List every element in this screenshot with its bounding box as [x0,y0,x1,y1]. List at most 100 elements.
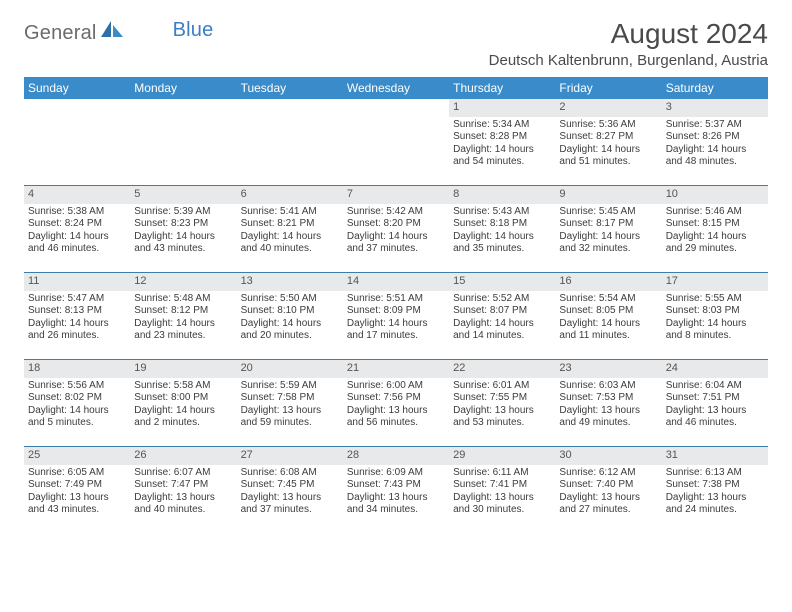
day-line: Daylight: 13 hours [453,492,551,505]
week-row: 11Sunrise: 5:47 AMSunset: 8:13 PMDayligh… [24,272,768,359]
day-body: Sunrise: 5:42 AMSunset: 8:20 PMDaylight:… [343,204,449,260]
day-line: and 46 minutes. [666,417,764,430]
day-number: 17 [662,273,768,291]
day-line: Daylight: 14 hours [241,231,339,244]
day-line: Daylight: 14 hours [28,231,126,244]
day-number: 18 [24,360,130,378]
day-line: Sunset: 8:07 PM [453,305,551,318]
day-body: Sunrise: 5:59 AMSunset: 7:58 PMDaylight:… [237,378,343,434]
calendar-page: General Blue August 2024 Deutsch Kaltenb… [0,0,792,543]
day-cell: 26Sunrise: 6:07 AMSunset: 7:47 PMDayligh… [130,447,236,533]
day-cell: 1Sunrise: 5:34 AMSunset: 8:28 PMDaylight… [449,99,555,185]
day-number: 30 [555,447,661,465]
day-cell: 16Sunrise: 5:54 AMSunset: 8:05 PMDayligh… [555,273,661,359]
day-body: Sunrise: 5:41 AMSunset: 8:21 PMDaylight:… [237,204,343,260]
day-line: Sunset: 7:47 PM [134,479,232,492]
day-number: 9 [555,186,661,204]
day-body: Sunrise: 5:38 AMSunset: 8:24 PMDaylight:… [24,204,130,260]
day-line: Sunrise: 5:59 AM [241,380,339,393]
page-header: General Blue August 2024 Deutsch Kaltenb… [24,18,768,69]
weekday-header: Saturday [662,77,768,99]
day-line: and 11 minutes. [559,330,657,343]
day-number: 21 [343,360,449,378]
day-number: 1 [449,99,555,117]
day-line: Sunrise: 5:45 AM [559,206,657,219]
day-line: Sunset: 7:38 PM [666,479,764,492]
day-line: Daylight: 14 hours [453,144,551,157]
day-line: and 56 minutes. [347,417,445,430]
day-number: 31 [662,447,768,465]
day-body: Sunrise: 6:00 AMSunset: 7:56 PMDaylight:… [343,378,449,434]
day-line: Sunset: 8:09 PM [347,305,445,318]
day-number: 24 [662,360,768,378]
calendar-grid: SundayMondayTuesdayWednesdayThursdayFrid… [24,77,768,533]
day-line: Sunrise: 6:05 AM [28,467,126,480]
day-number: 26 [130,447,236,465]
day-cell: 27Sunrise: 6:08 AMSunset: 7:45 PMDayligh… [237,447,343,533]
weekday-header: Tuesday [237,77,343,99]
day-line: Daylight: 14 hours [666,318,764,331]
day-number: 7 [343,186,449,204]
day-cell: 3Sunrise: 5:37 AMSunset: 8:26 PMDaylight… [662,99,768,185]
day-line: Daylight: 14 hours [559,144,657,157]
day-line: and 32 minutes. [559,243,657,256]
day-number: 4 [24,186,130,204]
day-body: Sunrise: 5:48 AMSunset: 8:12 PMDaylight:… [130,291,236,347]
day-cell: 13Sunrise: 5:50 AMSunset: 8:10 PMDayligh… [237,273,343,359]
day-cell [343,99,449,185]
day-line: Sunset: 7:41 PM [453,479,551,492]
day-line: Sunrise: 6:00 AM [347,380,445,393]
day-body: Sunrise: 6:07 AMSunset: 7:47 PMDaylight:… [130,465,236,521]
day-number: 2 [555,99,661,117]
day-line: Sunset: 7:49 PM [28,479,126,492]
day-line: Daylight: 13 hours [347,492,445,505]
day-number: 13 [237,273,343,291]
day-line: Sunset: 8:00 PM [134,392,232,405]
day-number: 25 [24,447,130,465]
day-line: Sunrise: 6:03 AM [559,380,657,393]
day-line: Sunrise: 6:08 AM [241,467,339,480]
weeks-container: 1Sunrise: 5:34 AMSunset: 8:28 PMDaylight… [24,99,768,533]
location-text: Deutsch Kaltenbrunn, Burgenland, Austria [489,52,768,69]
day-line: Sunrise: 6:01 AM [453,380,551,393]
day-line: and 30 minutes. [453,504,551,517]
day-line: Sunrise: 5:41 AM [241,206,339,219]
day-line: and 2 minutes. [134,417,232,430]
day-cell: 29Sunrise: 6:11 AMSunset: 7:41 PMDayligh… [449,447,555,533]
day-line: and 29 minutes. [666,243,764,256]
day-body: Sunrise: 6:01 AMSunset: 7:55 PMDaylight:… [449,378,555,434]
day-cell: 15Sunrise: 5:52 AMSunset: 8:07 PMDayligh… [449,273,555,359]
day-cell: 23Sunrise: 6:03 AMSunset: 7:53 PMDayligh… [555,360,661,446]
day-body: Sunrise: 6:08 AMSunset: 7:45 PMDaylight:… [237,465,343,521]
day-line: and 24 minutes. [666,504,764,517]
day-cell: 31Sunrise: 6:13 AMSunset: 7:38 PMDayligh… [662,447,768,533]
week-row: 25Sunrise: 6:05 AMSunset: 7:49 PMDayligh… [24,446,768,533]
month-title: August 2024 [489,18,768,50]
day-line: Daylight: 13 hours [559,405,657,418]
day-cell: 11Sunrise: 5:47 AMSunset: 8:13 PMDayligh… [24,273,130,359]
day-body: Sunrise: 5:34 AMSunset: 8:28 PMDaylight:… [449,117,555,173]
day-line: Sunrise: 5:43 AM [453,206,551,219]
day-line: Sunset: 7:43 PM [347,479,445,492]
day-cell: 14Sunrise: 5:51 AMSunset: 8:09 PMDayligh… [343,273,449,359]
day-cell: 17Sunrise: 5:55 AMSunset: 8:03 PMDayligh… [662,273,768,359]
day-line: Sunrise: 5:47 AM [28,293,126,306]
day-number: 20 [237,360,343,378]
day-line: Sunrise: 5:37 AM [666,119,764,132]
day-number: 23 [555,360,661,378]
day-line: Sunset: 8:20 PM [347,218,445,231]
weekday-header: Monday [130,77,236,99]
day-line: Sunset: 8:21 PM [241,218,339,231]
day-line: Daylight: 14 hours [453,318,551,331]
day-cell [24,99,130,185]
day-line: Sunset: 8:03 PM [666,305,764,318]
day-number: 19 [130,360,236,378]
day-line: Daylight: 13 hours [28,492,126,505]
day-body: Sunrise: 6:12 AMSunset: 7:40 PMDaylight:… [555,465,661,521]
day-line: Daylight: 13 hours [559,492,657,505]
day-line: Sunrise: 6:04 AM [666,380,764,393]
day-line: Sunrise: 5:42 AM [347,206,445,219]
sail-icon [101,21,123,44]
day-line: Daylight: 14 hours [559,231,657,244]
weekday-header: Wednesday [343,77,449,99]
